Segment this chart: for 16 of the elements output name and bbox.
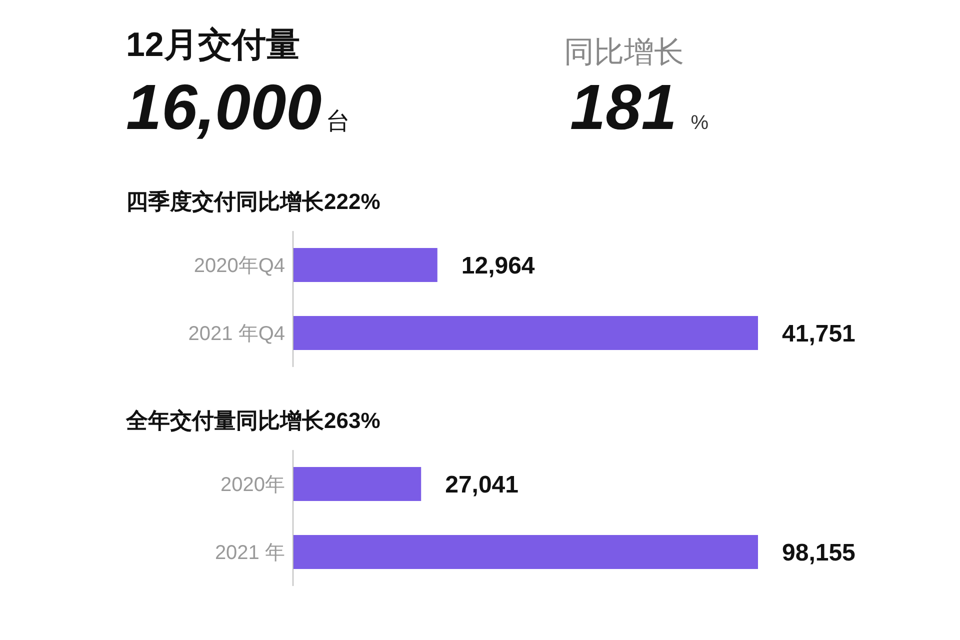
chart-title: 四季度交付同比增长222% [126,188,382,216]
chart-title: 全年交付量同比增长263% [126,407,382,435]
data-label: 41,751 [782,320,856,348]
data-label: 27,041 [445,472,519,499]
data-label: 98,155 [782,540,856,567]
text: 181 [570,71,677,143]
text: 台 [326,108,350,135]
y-tick-label: 2021 年 [214,542,285,564]
y-tick-label: 2020年Q4 [194,255,285,278]
data-label: 12,964 [461,252,536,280]
text: 12月交付量 [126,25,300,66]
y-tick-label: 2020年 [220,474,285,496]
y-tick-label: 2021 年Q4 [188,323,285,346]
text: 同比增长 [564,36,684,69]
text: % [690,112,709,134]
text: 16,000 [126,71,322,143]
